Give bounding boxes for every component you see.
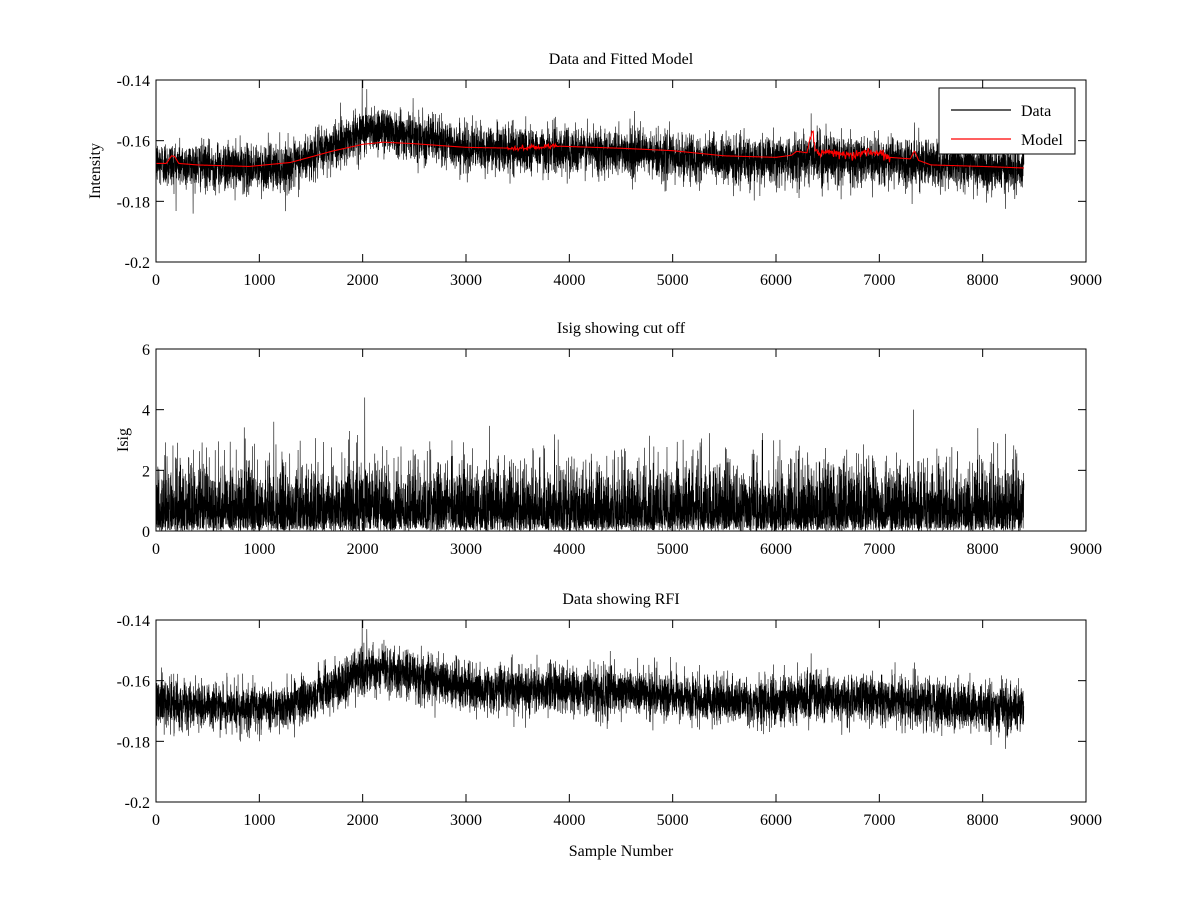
x-tick-label: 6000 — [760, 541, 792, 558]
y-axis-label: Intensity — [87, 143, 104, 199]
x-tick-label: 3000 — [450, 272, 482, 289]
legend: Data Model — [938, 87, 1076, 155]
y-tick-label: 2 — [142, 463, 150, 480]
x-tick-label: 8000 — [967, 541, 999, 558]
x-tick-label: 3000 — [450, 541, 482, 558]
x-tick-label: 1000 — [243, 541, 275, 558]
x-axis-label: Sample Number — [569, 843, 674, 860]
panel-title: Data showing RFI — [562, 591, 679, 608]
panel-rfi: Data showing RFI Sample Number 0 1000 2000… — [117, 591, 1102, 860]
series-line-signal — [156, 620, 1025, 749]
axes-frame — [155, 79, 1087, 263]
tick-group: 0 1000 2000 3000 4000 5000 6000 7000 8000 9000 0 2 4… — [142, 342, 1102, 558]
x-tick-label: 1000 — [243, 812, 275, 829]
y-axis-label: Isig — [115, 428, 132, 452]
panel-title: Isig showing cut off — [557, 320, 686, 337]
y-tick-label: -0.14 — [117, 73, 150, 90]
panel-data-and-model: Data and Fitted Model Intensity 0 1000 200… — [87, 51, 1102, 289]
y-tick-label: -0.18 — [117, 734, 150, 751]
x-tick-label: 4000 — [553, 272, 585, 289]
x-tick-label: 5000 — [657, 272, 689, 289]
x-tick-label: 2000 — [347, 812, 379, 829]
x-tick-label: 1000 — [243, 272, 275, 289]
x-tick-label: 8000 — [967, 272, 999, 289]
y-tick-label: -0.14 — [117, 613, 150, 630]
x-tick-label: 4000 — [553, 812, 585, 829]
x-tick-label: 7000 — [863, 272, 895, 289]
legend-label-model: Model — [1021, 132, 1063, 149]
y-tick-label: -0.16 — [117, 674, 150, 691]
plot-area — [156, 80, 1025, 214]
x-tick-label: 0 — [152, 812, 160, 829]
y-tick-label: -0.2 — [125, 255, 150, 272]
x-tick-label: 6000 — [760, 272, 792, 289]
series-line-data — [156, 80, 1025, 214]
x-tick-label: 9000 — [1070, 272, 1102, 289]
x-tick-label: 9000 — [1070, 541, 1102, 558]
x-tick-label: 4000 — [553, 541, 585, 558]
series-line-model — [156, 130, 1025, 169]
panel-title: Data and Fitted Model — [549, 51, 694, 68]
series-line-signal — [156, 397, 1025, 531]
y-tick-label: 6 — [142, 342, 150, 359]
axes-frame — [155, 348, 1087, 532]
x-tick-label: 7000 — [863, 812, 895, 829]
x-tick-label: 8000 — [967, 812, 999, 829]
panel-isig: Isig showing cut off Isig 0 1000 2000 3000 4… — [115, 320, 1102, 558]
x-tick-label: 6000 — [760, 812, 792, 829]
x-tick-label: 5000 — [657, 541, 689, 558]
y-tick-label: 4 — [142, 403, 150, 420]
legend-label-data: Data — [1021, 103, 1051, 120]
x-tick-label: 9000 — [1070, 812, 1102, 829]
y-tick-label: -0.18 — [117, 194, 150, 211]
x-tick-label: 0 — [152, 541, 160, 558]
x-tick-label: 7000 — [863, 541, 895, 558]
axes-frame — [155, 619, 1087, 803]
tick-group: 0 1000 2000 3000 4000 5000 6000 7000 8000 9000 -0.… — [117, 613, 1102, 829]
y-tick-label: -0.16 — [117, 134, 150, 151]
x-tick-label: 3000 — [450, 812, 482, 829]
x-tick-label: 2000 — [347, 541, 379, 558]
legend-box — [938, 87, 1076, 155]
x-tick-label: 0 — [152, 272, 160, 289]
tick-group: 0 1000 2000 3000 4000 5000 6000 7000 8000 9000 -0.… — [117, 73, 1102, 289]
plot-area — [156, 397, 1025, 531]
y-tick-label: 0 — [142, 524, 150, 541]
plot-area — [156, 620, 1025, 749]
x-tick-label: 2000 — [347, 272, 379, 289]
x-tick-label: 5000 — [657, 812, 689, 829]
y-tick-label: -0.2 — [125, 795, 150, 812]
